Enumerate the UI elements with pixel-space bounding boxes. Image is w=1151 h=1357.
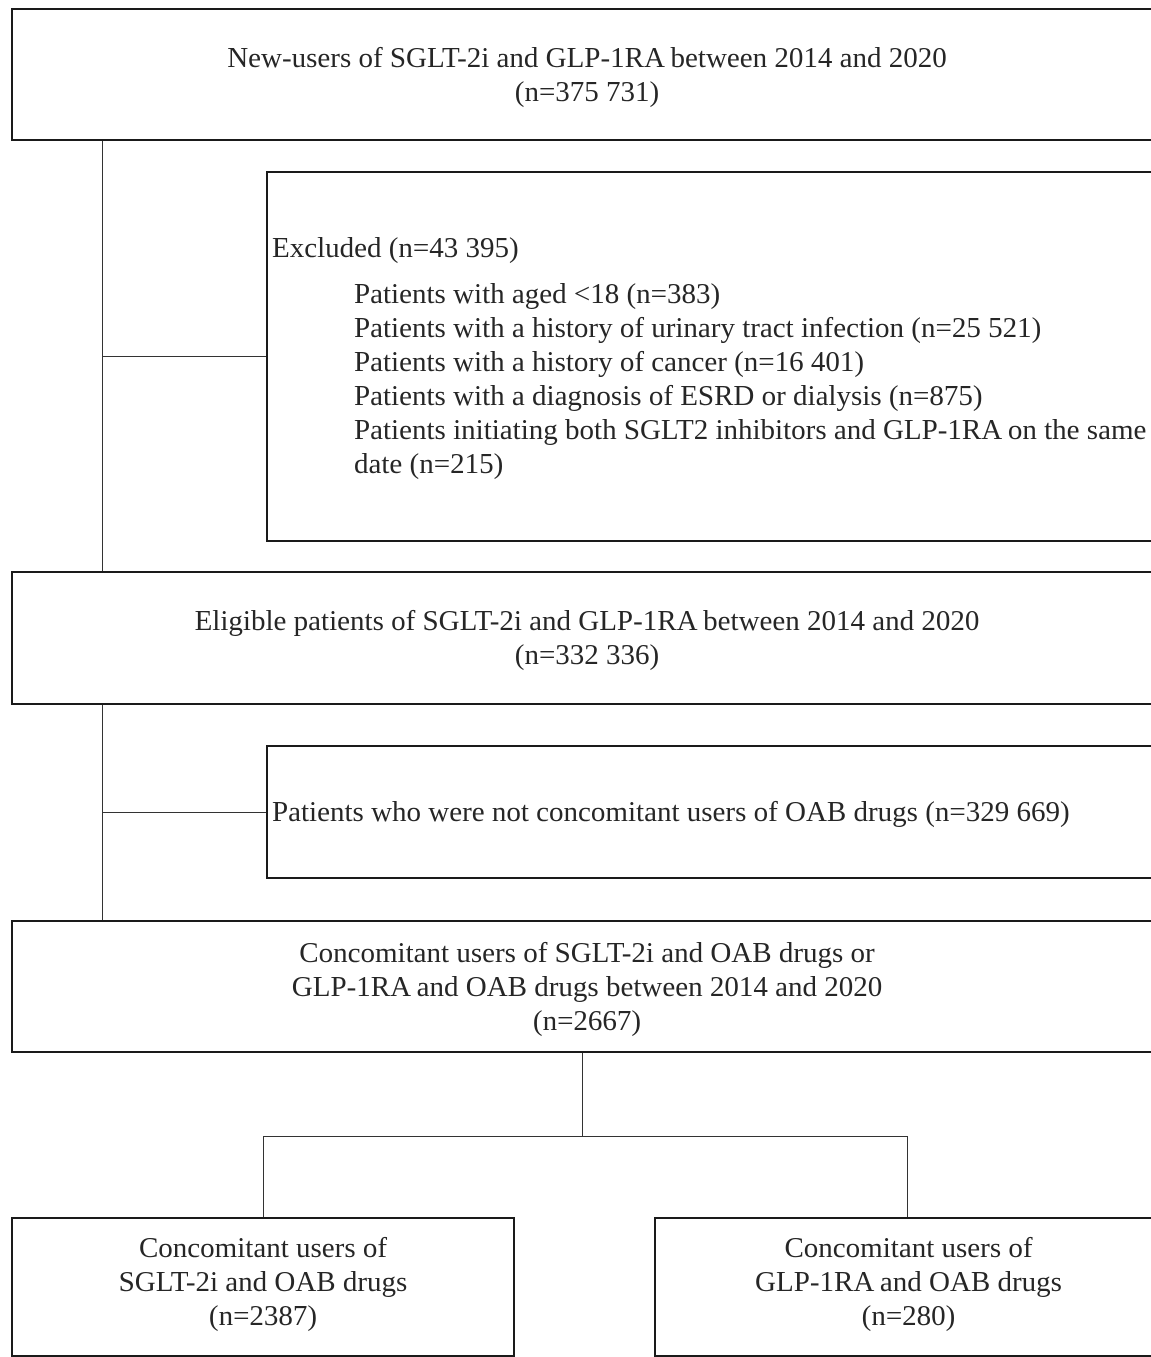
new-users-count: (n=375 731): [514, 75, 660, 108]
concomitant-label-line2: GLP-1RA and OAB drugs between 2014 and 2…: [291, 970, 883, 1003]
glp1ra-label-line1: Concomitant users of: [784, 1232, 1033, 1264]
excluded-box: Excluded (n=43 395) Patients with aged <…: [266, 171, 1151, 542]
sglt2i-count: (n=2387): [208, 1300, 318, 1332]
new-users-label: New-users of SGLT-2i and GLP-1RA between…: [227, 41, 947, 74]
split-bar: [263, 1136, 908, 1137]
split-left-leg: [263, 1136, 264, 1217]
eligible-count: (n=332 336): [514, 639, 660, 671]
exclusion-item-uti: Patients with a history of urinary tract…: [354, 312, 1042, 344]
exclusion-list: Patients with aged <18 (n=383) Patients …: [354, 277, 1151, 481]
branch-to-excluded: [102, 356, 266, 357]
exclusion-item-same-date: Patients initiating both SGLT2 inhibitor…: [354, 414, 1147, 480]
concomitant-count: (n=2667): [532, 1004, 642, 1037]
sglt2i-label-line1: Concomitant users of: [138, 1232, 388, 1264]
concomitant-label-line1: Concomitant users of SGLT-2i and OAB dru…: [299, 936, 875, 969]
glp1ra-label-line2: GLP-1RA and OAB drugs: [755, 1266, 1062, 1298]
glp1ra-count: (n=280): [861, 1300, 956, 1332]
glp1ra-oab-box: Concomitant users of GLP-1RA and OAB dru…: [654, 1217, 1151, 1357]
concomitant-box: Concomitant users of SGLT-2i and OAB dru…: [11, 920, 1151, 1053]
exclusion-item-esrd: Patients with a diagnosis of ESRD or dia…: [354, 380, 983, 412]
branch-to-not-concomitant: [102, 812, 266, 813]
sglt2i-oab-box: Concomitant users of SGLT-2i and OAB dru…: [11, 1217, 515, 1357]
new-users-box: New-users of SGLT-2i and GLP-1RA between…: [11, 8, 1151, 141]
excluded-heading: Excluded (n=43 395): [272, 232, 519, 264]
not-concomitant-box: Patients who were not concomitant users …: [266, 745, 1151, 879]
exclusion-item-cancer: Patients with a history of cancer (n=16 …: [354, 346, 865, 378]
eligible-label: Eligible patients of SGLT-2i and GLP-1RA…: [194, 605, 980, 637]
sglt2i-label-line2: SGLT-2i and OAB drugs: [118, 1266, 408, 1298]
split-right-leg: [907, 1136, 908, 1217]
not-concomitant-label: Patients who were not concomitant users …: [272, 795, 1070, 828]
split-stem: [582, 1053, 583, 1137]
eligible-box: Eligible patients of SGLT-2i and GLP-1RA…: [11, 571, 1151, 705]
exclusion-item-age: Patients with aged <18 (n=383): [354, 278, 721, 310]
